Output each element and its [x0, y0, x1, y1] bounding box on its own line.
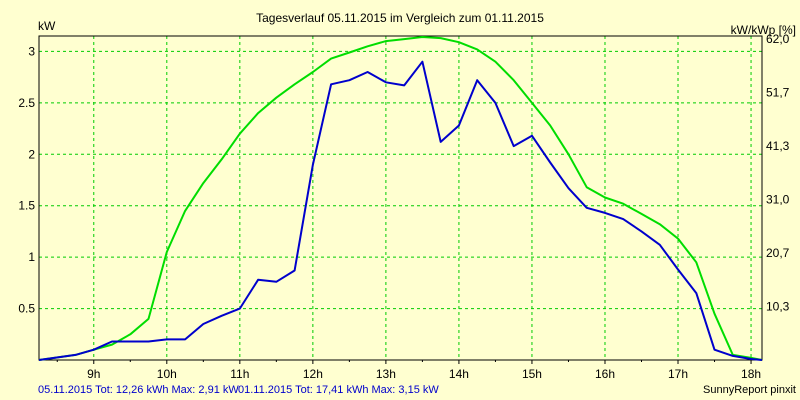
chart-title: Tagesverlauf 05.11.2015 im Vergleich zum…	[256, 11, 544, 25]
ticks-layer: 0.5 1 1.5 2 2.5 3 10,3 20,7 31,0 41,3 51,7 62,0 9h 10…	[18, 32, 789, 381]
series-line-2	[38, 36, 763, 361]
y-tick-label: 1	[28, 250, 35, 264]
x-tick-label: 16h	[595, 367, 615, 381]
y-right-tick-label: 20,7	[766, 246, 790, 260]
legend-series-2: 01.11.2015 Tot: 17,41 kWh Max: 3,15 kW	[238, 384, 439, 396]
x-tick-label: 12h	[303, 367, 323, 381]
y-tick-label: 3	[28, 44, 35, 58]
x-tick-label: 18h	[741, 367, 761, 381]
y-tick-label: 1.5	[18, 199, 35, 213]
y-right-tick-label: 10,3	[766, 300, 790, 314]
brand-label: SunnyReport pinxit	[703, 384, 796, 396]
x-tick-label: 11h	[230, 367, 249, 381]
y-tick-label: 0.5	[18, 302, 35, 316]
x-tick-label: 13h	[376, 367, 396, 381]
y-right-tick-label: 41,3	[766, 139, 790, 153]
x-tick-label: 10h	[157, 367, 177, 381]
x-tick-label: 15h	[522, 367, 542, 381]
series-layer	[38, 36, 763, 361]
x-tick-label: 9h	[87, 367, 100, 381]
legend-series-1: 05.11.2015 Tot: 12,26 kWh Max: 2,91 kW	[38, 384, 239, 396]
y-tick-label: 2.5	[18, 96, 35, 110]
y-right-tick-label: 31,0	[766, 193, 790, 207]
y-axis-right-label: kW/kWp [%]	[731, 23, 796, 37]
y-right-tick-label: 51,7	[766, 86, 790, 100]
x-tick-label: 17h	[668, 367, 688, 381]
plot-frame	[38, 35, 763, 361]
y-right-tick-label: 62,0	[766, 32, 790, 46]
grid-layer	[39, 36, 762, 360]
series-line-1	[38, 60, 763, 361]
x-tick-label: 14h	[449, 367, 469, 381]
y-axis-left-label: kW	[38, 19, 56, 33]
y-tick-label: 2	[28, 147, 35, 161]
